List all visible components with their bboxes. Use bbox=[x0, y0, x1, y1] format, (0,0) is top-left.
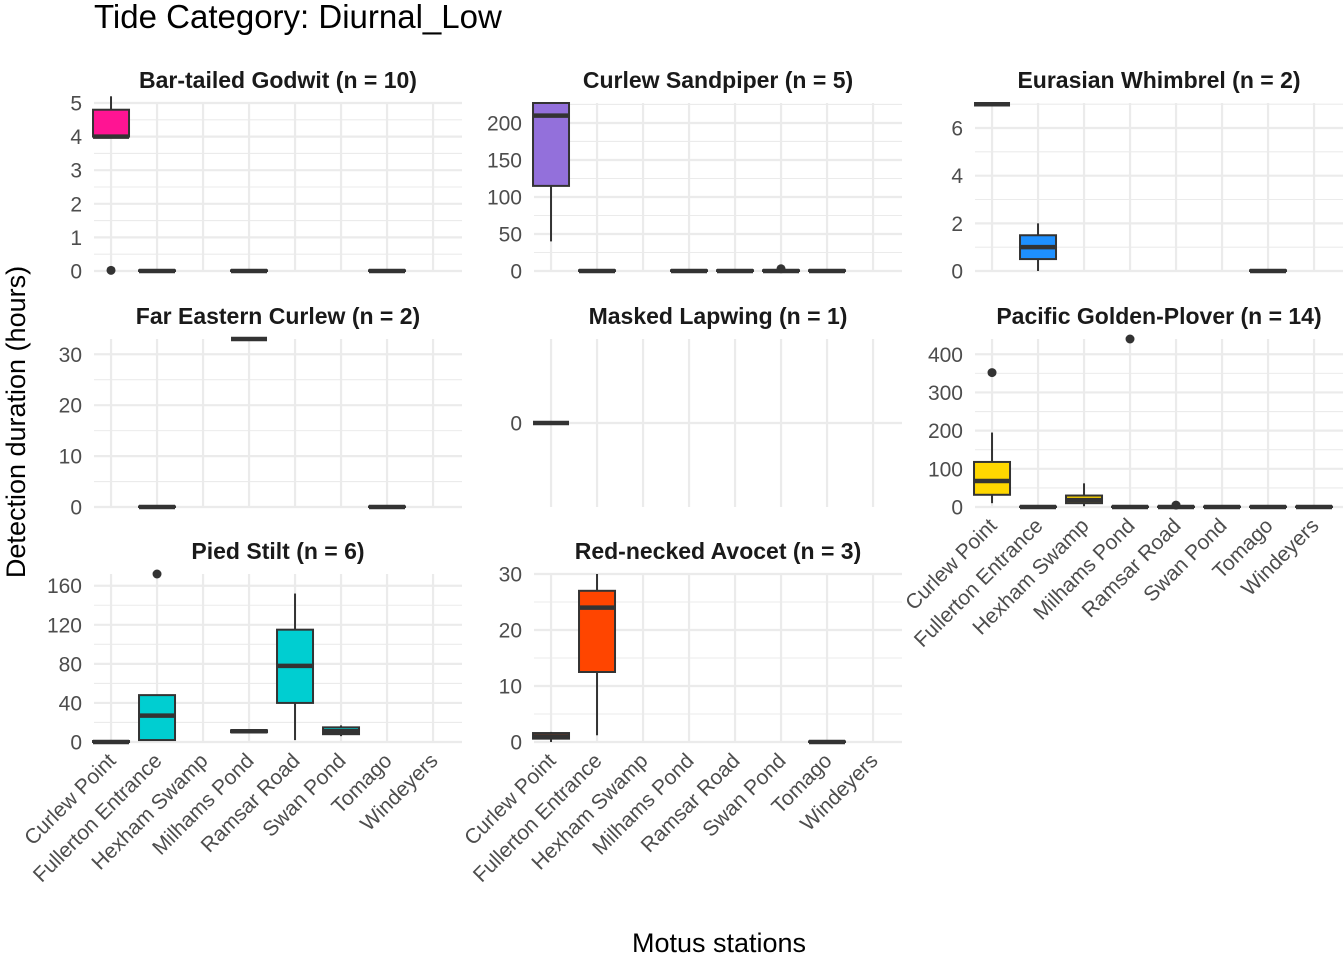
box-hexham-swamp bbox=[1065, 483, 1104, 507]
outlier-point bbox=[106, 265, 116, 275]
outlier-point bbox=[776, 264, 786, 274]
y-tick-label: 400 bbox=[928, 344, 963, 367]
panel-masked-lapwing: 0 Masked Lapwing (n = 1) bbox=[510, 303, 902, 507]
panel-bar-tailed-godwit: 0 1 2 3 4 5 Bar-tailed Godwit (n = 10) bbox=[70, 67, 462, 284]
panel-title: Pied Stilt (n = 6) bbox=[191, 538, 364, 564]
y-tick-label: 0 bbox=[951, 261, 963, 284]
y-tick-label: 120 bbox=[47, 614, 82, 637]
panel-eurasian-whimbrel: 0 2 4 6 Eurasian Whimbrel (n = 2) bbox=[951, 67, 1343, 284]
outlier-point bbox=[1125, 334, 1135, 344]
box-fullerton-entrance bbox=[578, 574, 617, 736]
y-tick-label: 10 bbox=[499, 676, 522, 699]
y-tick-label: 30 bbox=[59, 344, 82, 367]
y-tick-label: 200 bbox=[928, 420, 963, 443]
box-curlew-point bbox=[92, 96, 131, 275]
y-tick-label: 40 bbox=[59, 692, 82, 715]
box-fullerton-entrance bbox=[1019, 223, 1058, 271]
y-tick-label: 200 bbox=[487, 112, 522, 135]
y-tick-label: 100 bbox=[928, 458, 963, 481]
y-tick-label: 10 bbox=[59, 446, 82, 469]
y-tick-label: 300 bbox=[928, 382, 963, 405]
y-tick-label: 0 bbox=[70, 261, 82, 284]
y-tick-label: 6 bbox=[951, 118, 963, 141]
y-tick-label: 3 bbox=[70, 160, 82, 183]
outlier-point bbox=[1171, 500, 1181, 510]
box-tomago bbox=[368, 504, 407, 510]
box-fullerton-entrance bbox=[138, 569, 177, 742]
y-tick-label: 80 bbox=[59, 653, 82, 676]
box-fullerton-entrance bbox=[138, 504, 177, 510]
y-tick-label: 0 bbox=[70, 732, 82, 755]
y-axis-title: Detection duration (hours) bbox=[1, 266, 31, 578]
box-tomago bbox=[808, 268, 847, 274]
y-tick-label: 2 bbox=[951, 213, 963, 236]
box-milhams-pond bbox=[230, 729, 269, 734]
y-tick-label: 160 bbox=[47, 575, 82, 598]
y-tick-label: 100 bbox=[487, 186, 522, 209]
box-milhams-pond bbox=[1111, 334, 1150, 510]
box-curlew-point bbox=[532, 731, 571, 742]
box-tomago bbox=[808, 739, 847, 745]
box-ramsar-road bbox=[276, 593, 315, 741]
panel-title: Red-necked Avocet (n = 3) bbox=[575, 538, 862, 564]
x-axis-title: Motus stations bbox=[632, 928, 806, 958]
box-curlew-point bbox=[973, 368, 1012, 504]
box-ramsar-road bbox=[716, 268, 755, 274]
outlier-point bbox=[152, 569, 162, 579]
box-fullerton-entrance bbox=[578, 268, 617, 274]
panel-far-eastern-curlew: 0 10 20 30 Far Eastern Curlew (n = 2) bbox=[59, 303, 462, 520]
box-milhams-pond bbox=[230, 268, 269, 274]
box-curlew-point bbox=[92, 739, 131, 745]
box-tomago bbox=[1249, 268, 1288, 274]
y-tick-label: 5 bbox=[70, 93, 82, 116]
box-ramsar-road bbox=[1157, 500, 1196, 510]
y-tick-label: 20 bbox=[499, 620, 522, 643]
panel-title: Masked Lapwing (n = 1) bbox=[589, 303, 848, 329]
y-tick-label: 0 bbox=[510, 413, 522, 436]
panel-title: Far Eastern Curlew (n = 2) bbox=[136, 303, 420, 329]
y-tick-label: 0 bbox=[510, 261, 522, 284]
chart-title: Tide Category: Diurnal_Low bbox=[94, 0, 502, 35]
y-tick-label: 20 bbox=[59, 395, 82, 418]
panel-title: Bar-tailed Godwit (n = 10) bbox=[139, 67, 417, 93]
panel-title: Curlew Sandpiper (n = 5) bbox=[583, 67, 853, 93]
box-swan-pond bbox=[322, 725, 361, 737]
box-fullerton-entrance bbox=[138, 268, 177, 274]
y-tick-label: 0 bbox=[510, 732, 522, 755]
box-tomago bbox=[368, 268, 407, 274]
y-tick-label: 50 bbox=[499, 223, 522, 246]
y-tick-label: 2 bbox=[70, 193, 82, 216]
box-curlew-point bbox=[532, 102, 571, 242]
panel-curlew-sandpiper: 0 50 100 150 200 Curlew Sandpiper (n = 5) bbox=[487, 67, 902, 284]
box-body bbox=[973, 460, 1012, 496]
box-swan-pond bbox=[762, 264, 801, 274]
y-tick-label: 1 bbox=[70, 227, 82, 250]
panel-title: Eurasian Whimbrel (n = 2) bbox=[1017, 67, 1300, 93]
panel-pacific-golden-plover: 0 100 200 300 400 Pacific Golden-Plover (n = … bbox=[901, 303, 1343, 652]
box-milhams-pond bbox=[670, 268, 709, 274]
y-tick-label: 0 bbox=[951, 497, 963, 520]
y-tick-label: 4 bbox=[951, 165, 963, 188]
y-tick-label: 150 bbox=[487, 149, 522, 172]
panel-title: Pacific Golden-Plover (n = 14) bbox=[996, 303, 1321, 329]
y-tick-label: 30 bbox=[499, 564, 522, 587]
outlier-point bbox=[987, 368, 997, 378]
y-tick-label: 4 bbox=[70, 126, 82, 149]
box-body bbox=[578, 589, 617, 673]
box-body bbox=[92, 108, 131, 138]
y-tick-label: 0 bbox=[70, 497, 82, 520]
